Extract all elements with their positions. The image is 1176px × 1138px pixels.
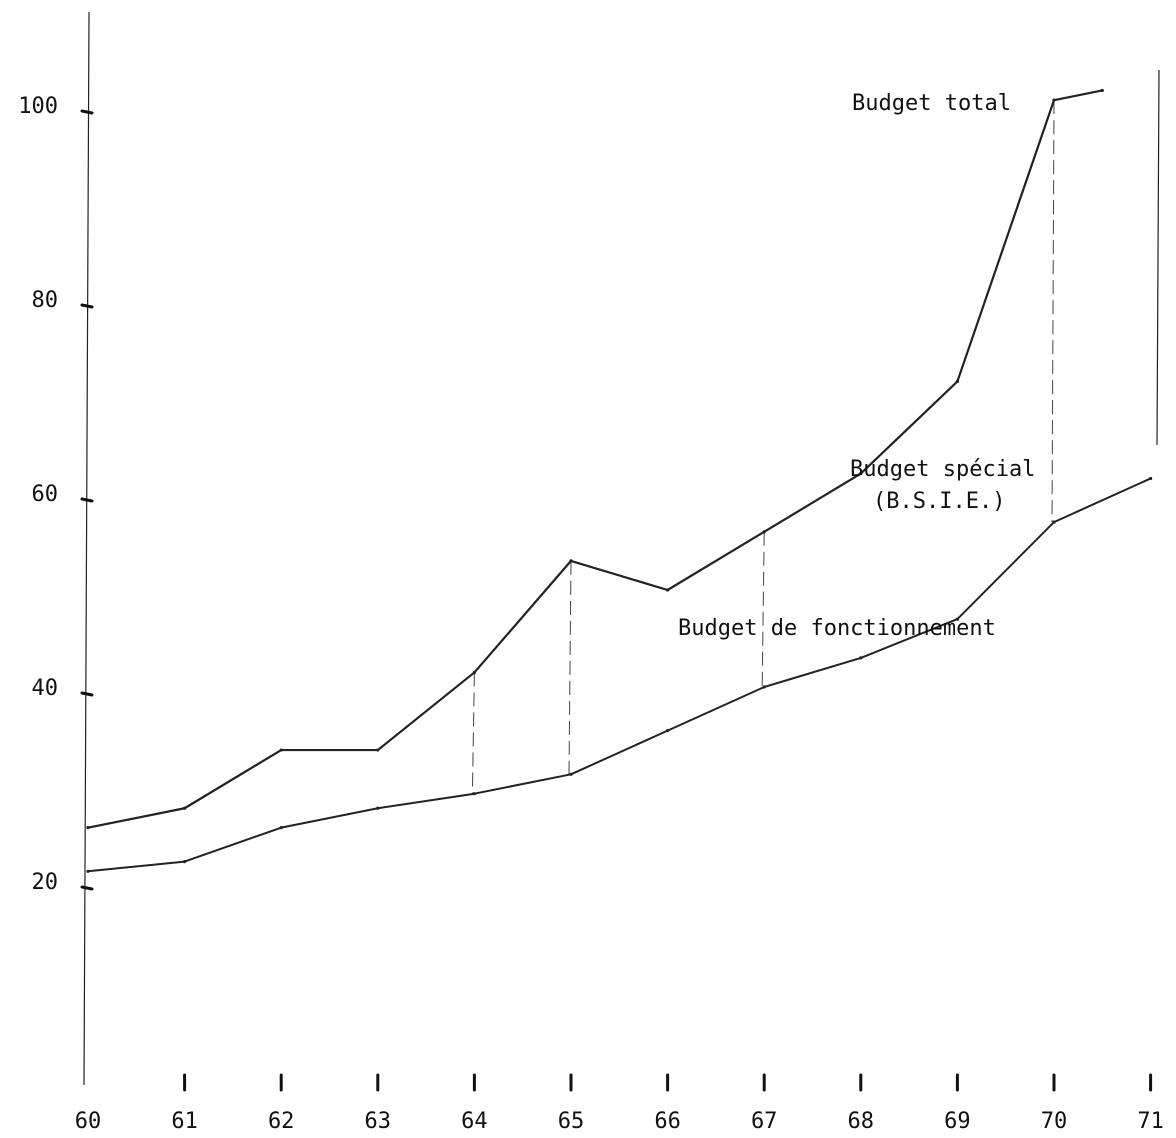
y-tick-label-20: 20 bbox=[32, 870, 59, 895]
y-axis-line bbox=[83, 11, 90, 1086]
y-tick-60 bbox=[80, 497, 94, 503]
x-tick-label-70: 70 bbox=[1041, 1109, 1068, 1134]
data-point bbox=[86, 826, 90, 830]
x-tick-label-68: 68 bbox=[848, 1109, 875, 1134]
series-label-budget-fonctionnement: Budget de fonctionnement bbox=[678, 616, 996, 641]
chart-series bbox=[86, 88, 1153, 873]
data-point bbox=[666, 588, 670, 592]
x-tick-label-71: 71 bbox=[1137, 1109, 1164, 1134]
data-point bbox=[955, 617, 960, 621]
y-tick-80 bbox=[80, 303, 94, 309]
y-tick-20 bbox=[80, 885, 94, 891]
x-tick-label-61: 61 bbox=[171, 1109, 198, 1134]
chart-connectors bbox=[471, 100, 1055, 794]
y-tick-label-40: 40 bbox=[32, 676, 59, 701]
y-tick-40 bbox=[80, 691, 94, 697]
data-point bbox=[472, 792, 476, 796]
data-point bbox=[859, 656, 863, 660]
data-point bbox=[183, 860, 187, 864]
data-point bbox=[1149, 476, 1153, 481]
data-point bbox=[472, 670, 476, 675]
connector-70 bbox=[1051, 100, 1055, 523]
series-label-budget-total: Budget total bbox=[852, 91, 1011, 116]
x-tick-label-64: 64 bbox=[461, 1109, 488, 1134]
data-point bbox=[279, 748, 283, 752]
x-tick-label-63: 63 bbox=[365, 1109, 392, 1134]
x-tick-label-60: 60 bbox=[75, 1109, 102, 1134]
data-point bbox=[376, 748, 380, 752]
data-point bbox=[859, 472, 863, 476]
data-point bbox=[279, 826, 283, 830]
data-point bbox=[183, 806, 187, 810]
data-point bbox=[86, 869, 90, 873]
x-tick-label-62: 62 bbox=[268, 1109, 295, 1134]
data-point bbox=[569, 559, 573, 563]
data-point bbox=[1052, 520, 1056, 524]
chart-axes bbox=[83, 11, 1160, 1086]
data-point bbox=[376, 806, 380, 810]
y-tick-100 bbox=[80, 109, 94, 115]
y-tick-label-80: 80 bbox=[32, 288, 59, 313]
y-tick-label-100: 100 bbox=[18, 94, 58, 119]
data-point bbox=[1100, 88, 1104, 93]
series-line-budget-special bbox=[87, 477, 1152, 873]
right-border-line bbox=[1156, 69, 1160, 446]
data-point bbox=[762, 530, 766, 534]
series-label-budget-special: Budget spécial bbox=[850, 457, 1035, 482]
chart-ticks: 20 40 60 80 100 60 61 62 63 64 65 66 67 68 69 70 71 bbox=[18, 94, 1164, 1134]
data-point bbox=[762, 685, 766, 689]
connector-67 bbox=[761, 531, 765, 688]
y-tick-label-60: 60 bbox=[32, 482, 59, 507]
connector-64 bbox=[471, 672, 475, 794]
x-tick-label-69: 69 bbox=[944, 1109, 971, 1134]
x-tick-label-67: 67 bbox=[751, 1109, 778, 1134]
x-tick-label-65: 65 bbox=[558, 1109, 585, 1134]
data-point bbox=[666, 729, 670, 733]
connector-65 bbox=[568, 560, 572, 775]
x-tick-label-66: 66 bbox=[654, 1109, 681, 1134]
series-label-budget-special-sub: (B.S.I.E.) bbox=[873, 489, 1005, 514]
series-line-budget-total bbox=[86, 89, 1104, 829]
data-point bbox=[569, 772, 573, 776]
data-point bbox=[955, 379, 960, 384]
data-point bbox=[1052, 98, 1056, 102]
